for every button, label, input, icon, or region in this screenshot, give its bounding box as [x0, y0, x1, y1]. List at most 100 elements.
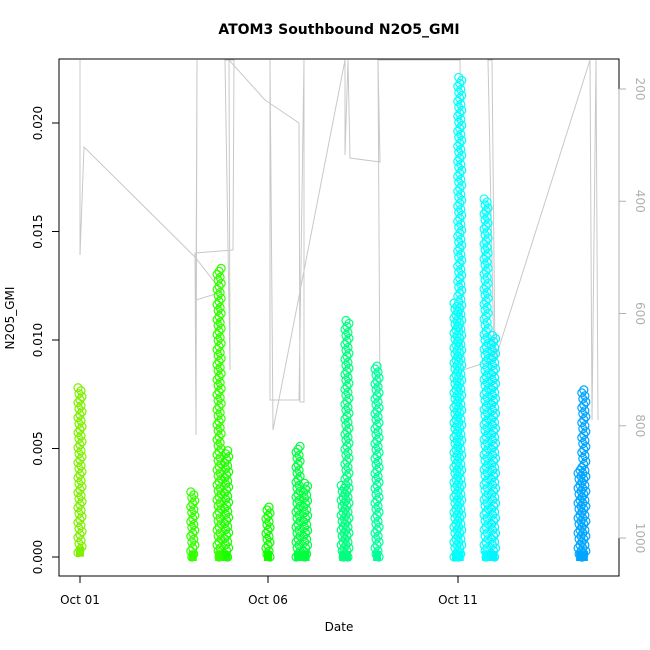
data-point	[456, 309, 466, 319]
data-point	[456, 114, 466, 124]
data-point	[456, 264, 466, 274]
y2-tick-label: 1000	[633, 523, 647, 554]
data-point	[190, 496, 200, 506]
data-point	[581, 486, 591, 496]
data-point	[490, 402, 500, 413]
data-point	[457, 270, 467, 280]
data-point	[301, 484, 311, 494]
x-axis: Oct 01 Oct 06 Oct 11	[60, 575, 478, 607]
data-point	[187, 508, 197, 518]
data-point	[374, 477, 384, 488]
data-point	[483, 278, 493, 288]
data-point	[223, 476, 233, 486]
data-point	[300, 508, 310, 518]
data-point	[491, 423, 501, 433]
y-tick-label: 0.015	[31, 214, 45, 248]
data-point	[482, 227, 492, 237]
data-point	[76, 506, 86, 516]
data-point	[482, 317, 492, 327]
data-point	[216, 353, 226, 364]
data-point-cluster	[489, 551, 498, 561]
data-point	[580, 495, 590, 505]
series-column-6	[299, 478, 313, 562]
data-point-cluster	[222, 551, 231, 561]
data-point	[456, 519, 466, 529]
data-point-cluster	[482, 551, 491, 561]
data-point	[456, 354, 466, 364]
data-point	[483, 218, 493, 228]
data-point	[457, 195, 467, 205]
data-point	[223, 491, 233, 501]
data-point	[187, 493, 197, 503]
data-point	[457, 390, 467, 400]
data-point	[300, 537, 310, 547]
data-point	[303, 540, 313, 550]
data-point	[456, 504, 466, 514]
data-point	[77, 482, 87, 492]
data-point	[580, 465, 590, 476]
data-point	[456, 534, 466, 544]
data-point	[581, 516, 591, 526]
data-point	[262, 534, 272, 544]
series-column-12	[479, 194, 493, 562]
data-point	[483, 383, 493, 394]
data-point	[343, 372, 353, 382]
data-point	[457, 510, 467, 520]
data-point	[483, 248, 493, 258]
data-point	[344, 318, 354, 329]
data-point	[216, 278, 226, 289]
data-point	[373, 412, 383, 422]
data-point	[456, 84, 466, 95]
data-point	[344, 513, 354, 523]
series-column-3	[220, 446, 234, 562]
data-point	[76, 491, 86, 501]
data-point	[491, 408, 501, 419]
data-point	[373, 471, 383, 482]
data-point	[456, 444, 466, 454]
data-point	[216, 399, 226, 409]
data-point	[76, 476, 86, 486]
data-point	[457, 240, 467, 250]
data-point	[491, 363, 501, 374]
data-point	[263, 540, 273, 550]
data-point	[456, 204, 466, 214]
data-point	[490, 387, 500, 398]
data-point	[374, 492, 384, 502]
data-point	[456, 414, 466, 424]
y2-tick-label: 600	[633, 302, 647, 325]
data-point	[491, 438, 501, 448]
data-point	[224, 497, 234, 507]
data-point	[372, 361, 382, 371]
data-point	[374, 418, 384, 428]
data-point	[343, 387, 353, 397]
data-point	[302, 505, 312, 515]
x-tick-label: Oct 06	[248, 593, 288, 607]
y-tick-label: 0.005	[31, 431, 45, 465]
data-point	[294, 480, 304, 490]
data-point	[456, 489, 466, 499]
data-point	[456, 174, 466, 184]
series-column-9	[370, 361, 384, 562]
series-column-11	[453, 72, 467, 562]
data-point	[344, 468, 354, 478]
data-point	[457, 465, 467, 475]
data-point	[215, 378, 225, 388]
data-point	[216, 308, 226, 319]
data-point	[301, 514, 311, 524]
data-point	[456, 294, 466, 304]
data-point	[295, 471, 305, 481]
data-point	[76, 446, 86, 456]
data-point	[456, 384, 466, 394]
data-point	[215, 438, 225, 448]
data-point	[76, 431, 86, 441]
data-point-cluster	[294, 551, 303, 561]
data-point	[216, 384, 226, 394]
y-axis-label: N2O5_GMI	[3, 287, 17, 350]
data-point	[77, 527, 87, 537]
data-point	[490, 477, 500, 487]
data-point	[456, 324, 466, 334]
data-point	[482, 362, 492, 373]
data-point	[76, 461, 86, 471]
data-point	[215, 332, 225, 343]
data-point	[491, 378, 501, 389]
